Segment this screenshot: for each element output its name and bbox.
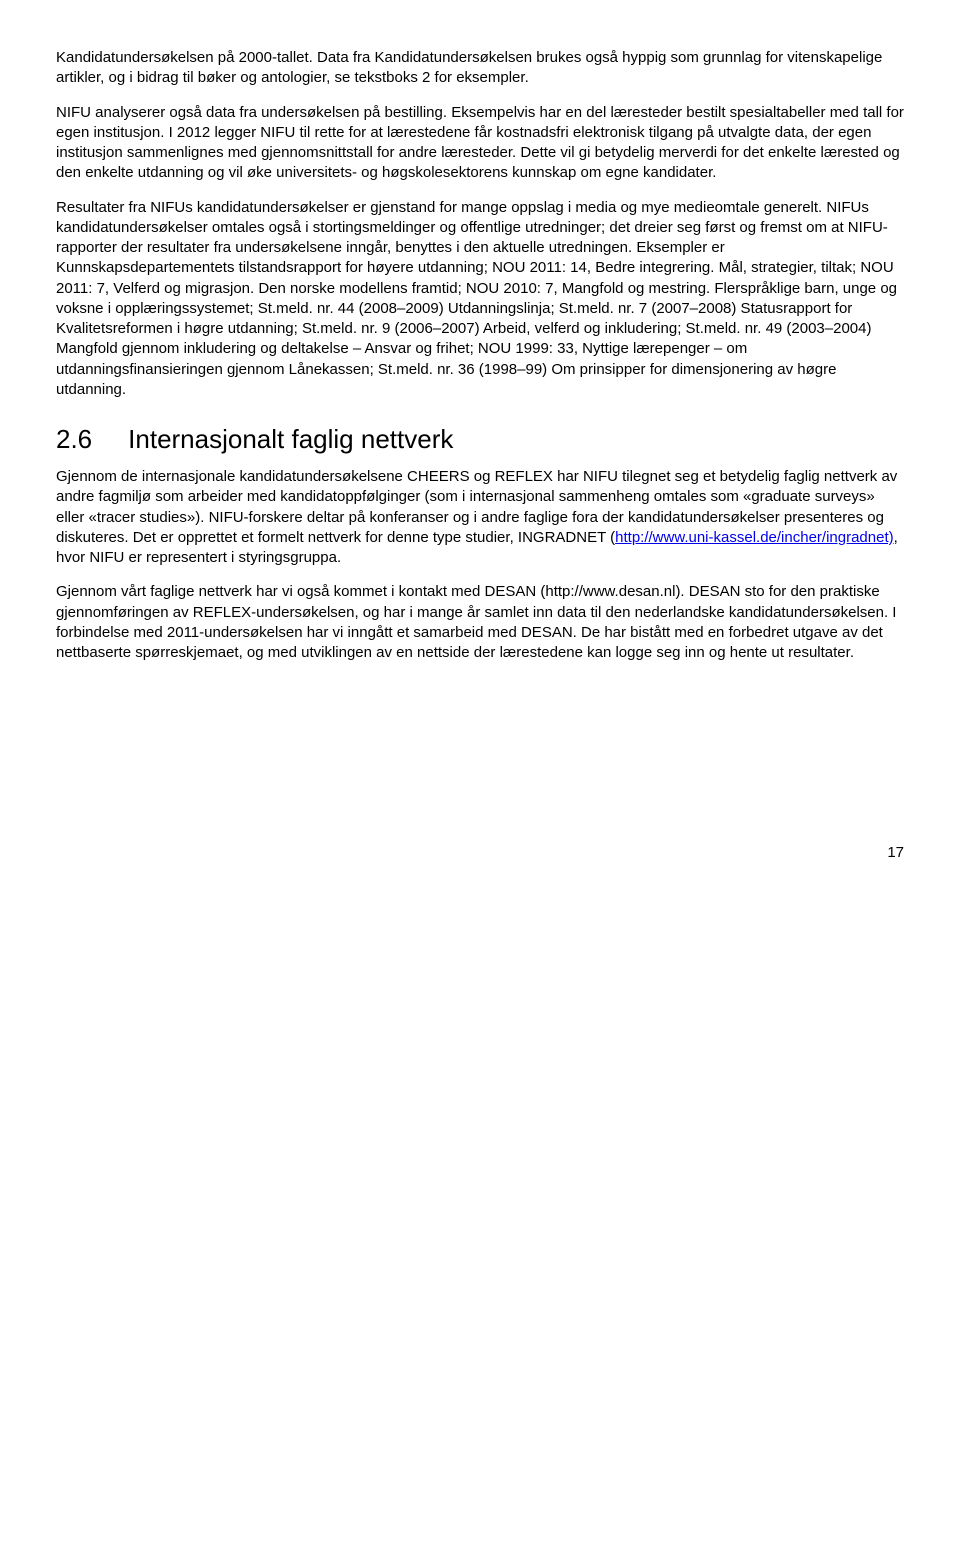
body-paragraph-1: Kandidatundersøkelsen på 2000-tallet. Da… bbox=[56, 48, 904, 89]
section-number: 2.6 bbox=[56, 422, 92, 457]
page-number: 17 bbox=[56, 843, 904, 863]
body-paragraph-3: Resultater fra NIFUs kandidatundersøkels… bbox=[56, 198, 904, 401]
ingradnet-link[interactable]: http://www.uni-kassel.de/incher/ingradne… bbox=[615, 529, 893, 546]
body-paragraph-2: NIFU analyserer også data fra undersøkel… bbox=[56, 103, 904, 184]
body-paragraph-4: Gjennom de internasjonale kandidatunders… bbox=[56, 467, 904, 568]
section-title: Internasjonalt faglig nettverk bbox=[128, 424, 453, 454]
section-heading: 2.6 Internasjonalt faglig nettverk bbox=[56, 422, 904, 457]
body-paragraph-5: Gjennom vårt faglige nettverk har vi ogs… bbox=[56, 582, 904, 663]
